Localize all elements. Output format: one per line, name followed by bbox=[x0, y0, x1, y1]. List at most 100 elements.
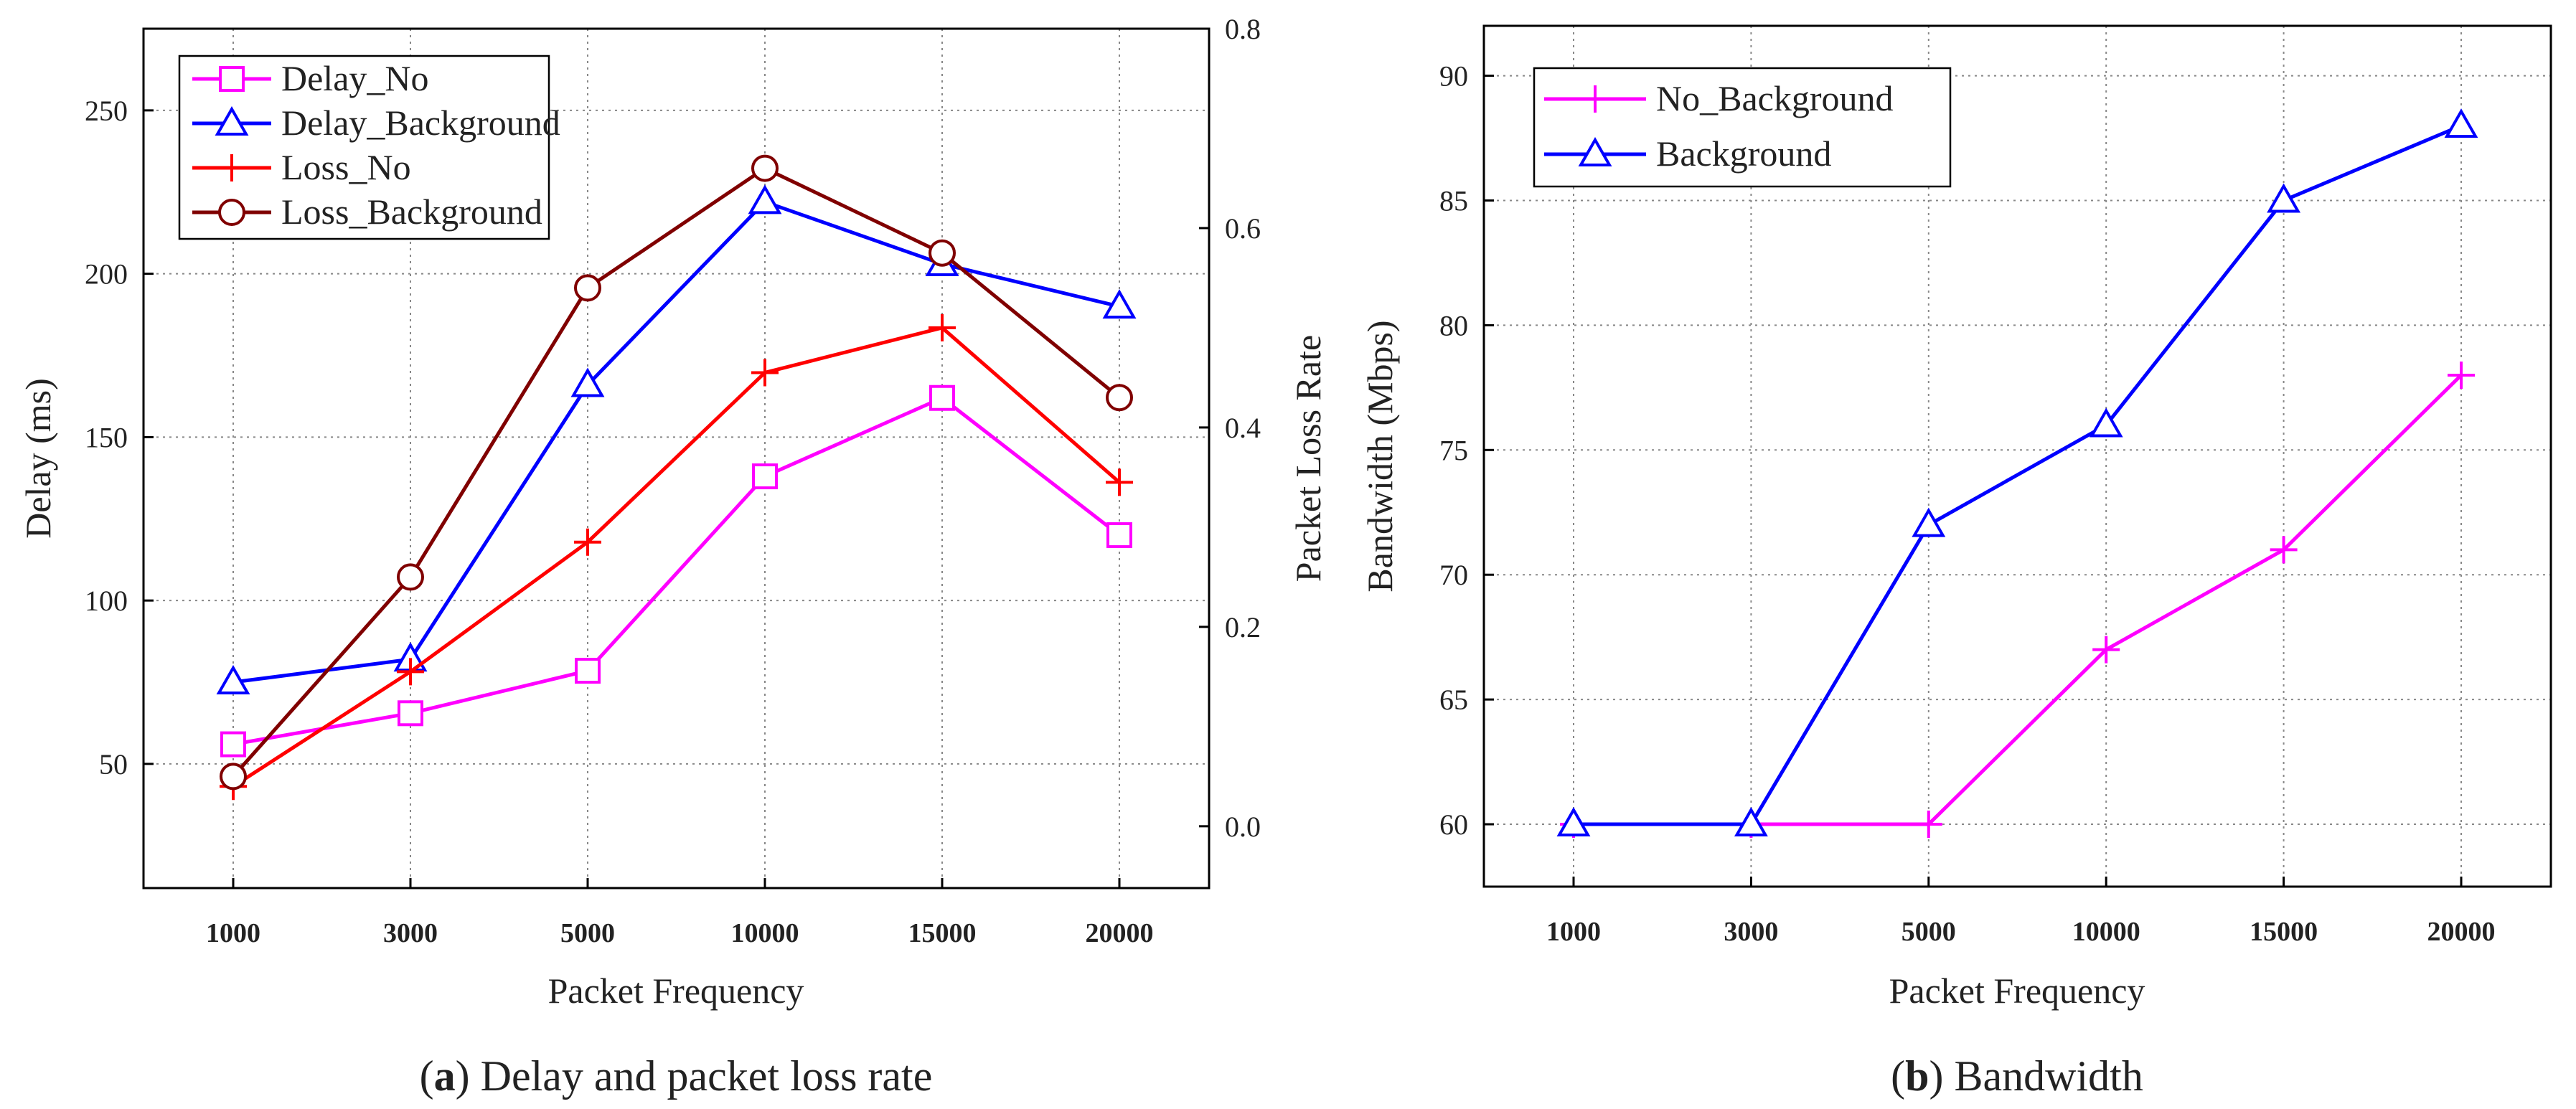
b-series-0-point-5 bbox=[2448, 361, 2475, 389]
chart-b-caption-letter: b bbox=[1905, 1052, 1929, 1100]
a-legend-marker-3 bbox=[218, 199, 245, 226]
a-x-tick-label-4: 15000 bbox=[908, 918, 977, 948]
b-series-1-point-4 bbox=[2267, 183, 2301, 213]
b-legend-marker-1 bbox=[1578, 136, 1612, 166]
b-series-0-point-3 bbox=[2092, 636, 2120, 664]
a-series-1-point-0 bbox=[216, 664, 250, 695]
b-legend-label-1: Background bbox=[1656, 133, 1831, 174]
a-series-line-1 bbox=[232, 199, 1120, 684]
a-series-1-point-3 bbox=[748, 184, 782, 214]
a-legend-marker-2 bbox=[218, 154, 245, 181]
a-y-tick-label-0: 50 bbox=[99, 748, 128, 780]
b-series-1-point-5 bbox=[2444, 108, 2478, 138]
a-series-3-point-1 bbox=[397, 563, 424, 591]
a-y-tick-label-1: 100 bbox=[85, 585, 128, 617]
chart-b-caption: (b) Bandwidth bbox=[1891, 1052, 2143, 1100]
a-x-tick-label-1: 3000 bbox=[383, 918, 438, 948]
b-x-tick-label-4: 15000 bbox=[2250, 917, 2318, 947]
b-legend-label-0: No_Background bbox=[1656, 78, 1894, 118]
a-series-0-point-1 bbox=[398, 700, 423, 727]
a-legend-label-0: Delay_No bbox=[281, 58, 429, 98]
b-y-tick-label-5: 85 bbox=[1439, 184, 1468, 217]
b-y-tick-label-2: 70 bbox=[1439, 559, 1468, 591]
chart-b-legend: No_Background Background bbox=[1533, 67, 1952, 188]
b-y-tick-label-6: 90 bbox=[1439, 60, 1468, 93]
a-x-tick-label-2: 5000 bbox=[560, 918, 615, 948]
a-legend-marker-1 bbox=[215, 105, 249, 136]
b-series-1-point-3 bbox=[2089, 407, 2123, 438]
a-y-right-tick-label-4: 0.8 bbox=[1225, 13, 1261, 45]
chart-a-caption-letter: a bbox=[434, 1052, 456, 1100]
chart-a-y-ticks-right: 0.0 0.2 0.4 0.6 0.8 bbox=[1199, 13, 1261, 843]
chart-b-legend-items: No_Background Background bbox=[1544, 78, 1894, 174]
b-series-1-point-1 bbox=[1734, 807, 1768, 837]
chart-a-frame bbox=[142, 27, 1211, 889]
a-y-tick-label-4: 250 bbox=[85, 95, 128, 127]
a-y-right-tick-label-3: 0.6 bbox=[1225, 212, 1261, 245]
chart-a-caption-text: Delay and packet loss rate bbox=[470, 1052, 933, 1100]
b-x-tick-label-1: 3000 bbox=[1724, 917, 1778, 947]
b-series-line-1 bbox=[1574, 123, 2462, 826]
chart-b-y-axis-label: Bandwidth (Mbps) bbox=[1360, 320, 1400, 592]
chart-a-y-axis-label-right: Packet Loss Rate bbox=[1288, 335, 1328, 582]
chart-b-x-ticks: 1000 3000 5000 10000 15000 20000 bbox=[1546, 877, 2496, 947]
chart-a-x-axis-label: Packet Frequency bbox=[548, 971, 804, 1011]
chart-b-legend-box bbox=[1533, 67, 1952, 188]
chart-a-y-ticks: 50 100 150 200 250 bbox=[85, 95, 154, 780]
chart-a-y-axis-label: Delay (ms) bbox=[18, 378, 58, 539]
chart-b-frame bbox=[1482, 24, 2552, 888]
a-series-0-point-5 bbox=[1106, 522, 1132, 549]
a-series-2-point-5 bbox=[1106, 468, 1133, 496]
b-series-0-point-4 bbox=[2270, 536, 2298, 564]
a-y-right-tick-label-1: 0.2 bbox=[1225, 611, 1261, 643]
a-y-right-tick-label-0: 0.0 bbox=[1225, 811, 1261, 843]
a-series-line-3 bbox=[232, 166, 1121, 778]
b-series-0-point-2 bbox=[1914, 811, 1942, 839]
chart-a-caption: (a) Delay and packet loss rate bbox=[420, 1052, 933, 1100]
b-series-1-point-2 bbox=[1912, 507, 1946, 537]
a-y-tick-label-3: 200 bbox=[85, 258, 128, 291]
chart-a-delay-loss: 1000 3000 5000 10000 15000 20000 50 100 150 200 2… bbox=[18, 13, 1328, 1100]
a-legend-label-1: Delay_Background bbox=[281, 103, 560, 143]
a-series-0-point-2 bbox=[575, 658, 601, 684]
a-series-0-point-4 bbox=[929, 384, 955, 411]
a-legend-label-3: Loss_Background bbox=[281, 192, 542, 232]
a-series-3-point-2 bbox=[574, 274, 601, 302]
b-x-tick-label-0: 1000 bbox=[1546, 917, 1601, 947]
a-x-tick-label-3: 10000 bbox=[731, 918, 799, 948]
b-y-tick-label-4: 80 bbox=[1439, 309, 1468, 341]
b-x-tick-label-2: 5000 bbox=[1902, 917, 1956, 947]
a-series-3-point-3 bbox=[751, 154, 779, 182]
a-series-line-0 bbox=[232, 396, 1121, 747]
a-y-right-tick-label-2: 0.4 bbox=[1225, 412, 1261, 444]
b-x-tick-label-3: 10000 bbox=[2072, 917, 2140, 947]
a-series-2-point-4 bbox=[929, 313, 956, 341]
a-series-1-point-5 bbox=[1102, 289, 1137, 319]
b-series-line-0 bbox=[1574, 374, 2463, 826]
chart-b-y-ticks: 60 65 70 75 80 85 90 bbox=[1439, 60, 1494, 841]
chart-b-bandwidth: 1000 3000 5000 10000 15000 20000 60 65 70 75 80 85… bbox=[1360, 24, 2552, 1100]
chart-b-x-axis-label: Packet Frequency bbox=[1889, 971, 2145, 1011]
chart-a-x-ticks: 1000 3000 5000 10000 15000 20000 bbox=[206, 878, 1154, 948]
b-y-tick-label-0: 60 bbox=[1439, 808, 1468, 841]
a-legend-label-2: Loss_No bbox=[281, 147, 411, 187]
a-series-3-point-0 bbox=[220, 763, 247, 791]
chart-a-series bbox=[216, 154, 1137, 801]
a-legend-marker-0 bbox=[219, 66, 245, 92]
chart-b-caption-text: Bandwidth bbox=[1944, 1052, 2143, 1100]
a-series-1-point-2 bbox=[570, 367, 605, 397]
a-series-2-point-1 bbox=[397, 658, 424, 686]
a-series-line-2 bbox=[232, 326, 1121, 788]
b-legend-marker-0 bbox=[1581, 85, 1609, 113]
a-y-tick-label-2: 150 bbox=[85, 421, 128, 453]
a-series-0-point-3 bbox=[752, 463, 778, 490]
a-x-tick-label-5: 20000 bbox=[1086, 918, 1154, 948]
a-series-2-point-2 bbox=[574, 528, 601, 556]
b-x-tick-label-5: 20000 bbox=[2427, 917, 2496, 947]
a-series-3-point-4 bbox=[929, 239, 956, 267]
b-y-tick-label-1: 65 bbox=[1439, 684, 1468, 716]
b-series-1-point-0 bbox=[1556, 807, 1591, 837]
